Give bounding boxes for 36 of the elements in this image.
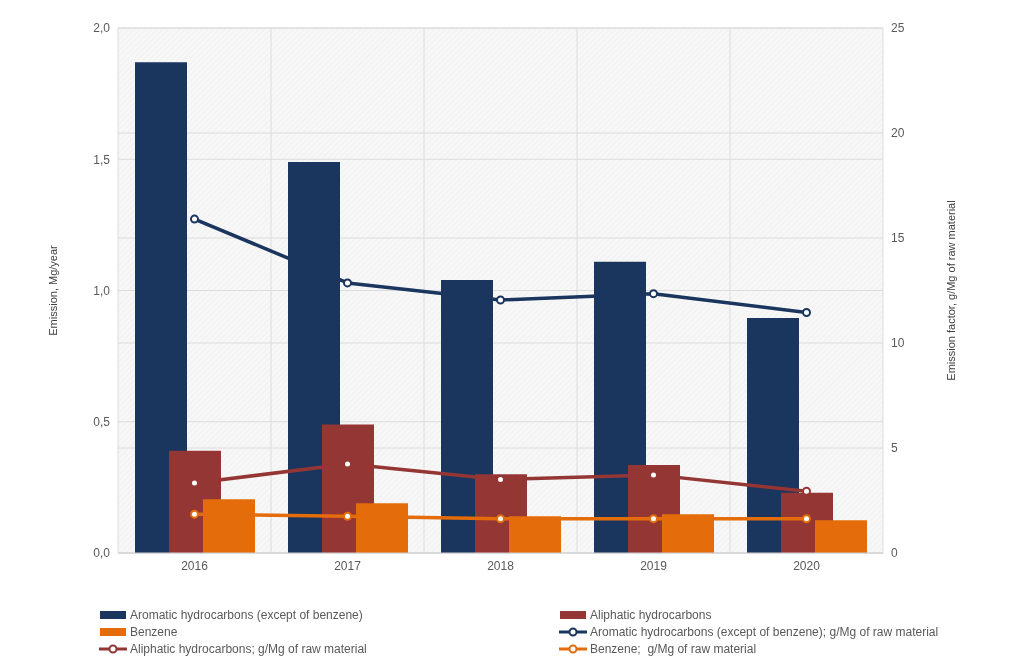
point (496, 295, 505, 305)
point (190, 509, 199, 519)
y2-axis-title: Emission factor, g/Mg of raw material (944, 200, 957, 381)
y-tick-label: 0,5 (93, 415, 111, 430)
x-tick-label: 2020 (793, 558, 821, 573)
point (496, 514, 505, 524)
y2-tick-label: 25 (891, 21, 905, 36)
bar (815, 520, 867, 553)
legend-label: Benzene; g/Mg of raw material (590, 642, 757, 656)
y2-tick-label: 20 (891, 126, 905, 141)
legend-label: Aromatic hydrocarbons (except of benzene); g/Mg of raw material (590, 625, 939, 639)
y-tick-label: 2,0 (93, 21, 111, 36)
point (802, 514, 811, 524)
legend-label: Aliphatic hydrocarbons; g/Mg of raw material (130, 642, 367, 656)
point (343, 278, 352, 288)
point (649, 514, 658, 524)
y2-tick-label: 10 (891, 336, 905, 351)
y2-tick-label: 5 (891, 441, 898, 456)
y-axis-title: Emission, Mg/year (46, 244, 59, 336)
y2-tick-label: 0 (891, 546, 898, 561)
legend-label: Aliphatic hydrocarbons (590, 608, 712, 622)
x-tick-label: 2016 (181, 558, 209, 573)
y2-tick-label: 15 (891, 231, 905, 246)
x-tick-label: 2017 (334, 558, 362, 573)
point (802, 308, 811, 318)
x-tick-label: 2019 (640, 558, 668, 573)
point (343, 511, 352, 521)
x-tick-label: 2018 (487, 558, 515, 573)
bar (135, 62, 187, 553)
y-tick-label: 1,5 (93, 152, 111, 167)
legend-label: Benzene (130, 625, 178, 639)
y-tick-label: 1,0 (93, 283, 111, 298)
point (649, 289, 658, 299)
point (190, 214, 199, 224)
y-tick-label: 0,0 (93, 546, 111, 561)
legend-label: Aromatic hydrocarbons (except of benzene) (130, 608, 363, 622)
